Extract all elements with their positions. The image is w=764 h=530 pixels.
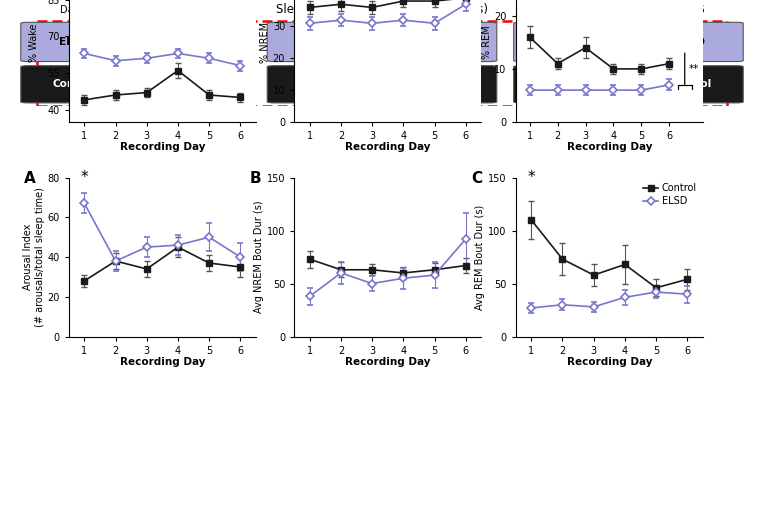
FancyBboxPatch shape xyxy=(144,66,251,103)
Text: ELSD: ELSD xyxy=(675,37,705,47)
Text: Control: Control xyxy=(668,80,712,89)
Text: A: A xyxy=(24,171,36,186)
Y-axis label: % REM: % REM xyxy=(481,25,491,59)
Text: Day 4: Day 4 xyxy=(429,5,458,15)
Text: Day 1: Day 1 xyxy=(60,5,89,15)
Text: ELSD: ELSD xyxy=(429,37,458,47)
FancyBboxPatch shape xyxy=(637,22,743,61)
Text: Sleep EEG/EMG Recordings (6 days): Sleep EEG/EMG Recordings (6 days) xyxy=(276,3,488,16)
Y-axis label: Avg NREM Bout Dur (s): Avg NREM Bout Dur (s) xyxy=(254,201,264,313)
Text: Control: Control xyxy=(52,80,96,89)
X-axis label: Recording Day: Recording Day xyxy=(567,357,652,367)
FancyBboxPatch shape xyxy=(21,22,127,61)
FancyBboxPatch shape xyxy=(21,66,127,103)
Text: ELSD: ELSD xyxy=(183,37,212,47)
FancyBboxPatch shape xyxy=(513,22,620,61)
Text: Control: Control xyxy=(422,80,465,89)
FancyBboxPatch shape xyxy=(144,22,251,61)
Text: C: C xyxy=(471,171,482,186)
X-axis label: Recording Day: Recording Day xyxy=(120,357,205,367)
FancyBboxPatch shape xyxy=(390,66,497,103)
Text: Control: Control xyxy=(299,80,342,89)
X-axis label: Recording Day: Recording Day xyxy=(345,143,430,152)
Legend: Control, ELSD: Control, ELSD xyxy=(643,182,698,207)
X-axis label: Recording Day: Recording Day xyxy=(345,357,430,367)
FancyBboxPatch shape xyxy=(267,66,374,103)
Y-axis label: Arousal Index
(# arousals/total sleep time): Arousal Index (# arousals/total sleep ti… xyxy=(23,187,44,327)
Text: Control: Control xyxy=(176,80,219,89)
Text: ELSD: ELSD xyxy=(552,37,581,47)
FancyBboxPatch shape xyxy=(513,66,620,103)
Text: *: * xyxy=(527,170,535,185)
Text: Day 6: Day 6 xyxy=(675,5,704,15)
Text: *: * xyxy=(80,171,88,185)
X-axis label: Recording Day: Recording Day xyxy=(120,143,205,152)
FancyBboxPatch shape xyxy=(390,22,497,61)
Y-axis label: Avg REM Bout Dur (s): Avg REM Bout Dur (s) xyxy=(475,205,485,310)
Y-axis label: % Wake: % Wake xyxy=(28,23,38,61)
Text: ELSD: ELSD xyxy=(306,37,335,47)
Text: B: B xyxy=(249,171,261,186)
Text: Control: Control xyxy=(545,80,588,89)
Text: Day 5: Day 5 xyxy=(552,5,581,15)
FancyBboxPatch shape xyxy=(267,22,374,61)
Text: Day 3: Day 3 xyxy=(306,5,335,15)
FancyBboxPatch shape xyxy=(637,66,743,103)
Text: ELSD: ELSD xyxy=(59,37,89,47)
X-axis label: Recording Day: Recording Day xyxy=(567,143,652,152)
Text: Day 2: Day 2 xyxy=(183,5,212,15)
Y-axis label: % NREM: % NREM xyxy=(260,22,270,63)
Text: **: ** xyxy=(689,64,699,74)
